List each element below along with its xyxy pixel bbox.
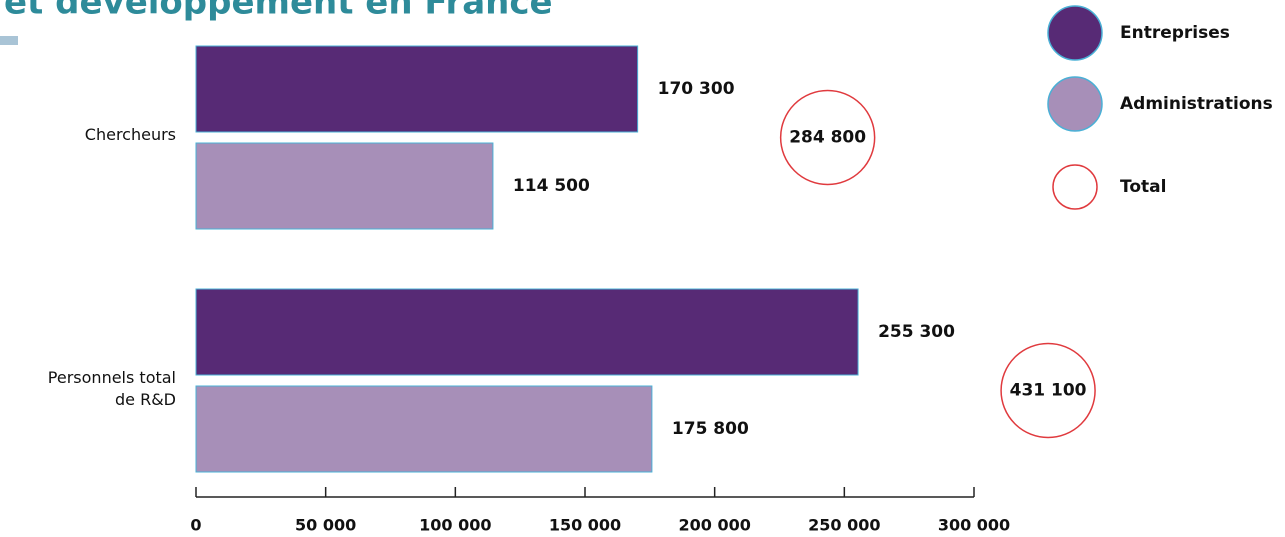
- value-label: 170 300: [658, 79, 735, 99]
- bar: [195, 45, 639, 133]
- value-label: 255 300: [878, 322, 955, 342]
- x-tick-label: 100 000: [419, 516, 491, 535]
- value-label: 175 800: [672, 419, 749, 439]
- x-tick-label: 0: [190, 516, 201, 535]
- bar: [195, 385, 653, 473]
- category-label: Personnels total de R&D: [47, 368, 176, 409]
- category-label: Chercheurs: [84, 125, 176, 144]
- legend-label: Total: [1120, 177, 1166, 197]
- x-tick-label: 250 000: [808, 516, 880, 535]
- x-tick-label: 150 000: [549, 516, 621, 535]
- legend-swatch: [1047, 76, 1103, 132]
- legend-swatch: [1052, 164, 1098, 210]
- x-tick-label: 200 000: [678, 516, 750, 535]
- total-circle: [1000, 342, 1096, 439]
- legend-label: Administrations: [1120, 94, 1273, 114]
- x-tick-label: 300 000: [938, 516, 1010, 535]
- total-label: 284 800: [789, 128, 866, 148]
- bar: [195, 288, 859, 376]
- value-label: 114 500: [513, 176, 590, 196]
- bar: [195, 142, 494, 230]
- legend-swatch: [1047, 5, 1103, 61]
- x-tick-label: 50 000: [295, 516, 356, 535]
- total-label: 431 100: [1010, 381, 1087, 401]
- decoration: [0, 36, 18, 45]
- chart-title: et développement en France: [4, 0, 553, 23]
- legend-label: Entreprises: [1120, 23, 1230, 43]
- total-circle: [779, 89, 876, 186]
